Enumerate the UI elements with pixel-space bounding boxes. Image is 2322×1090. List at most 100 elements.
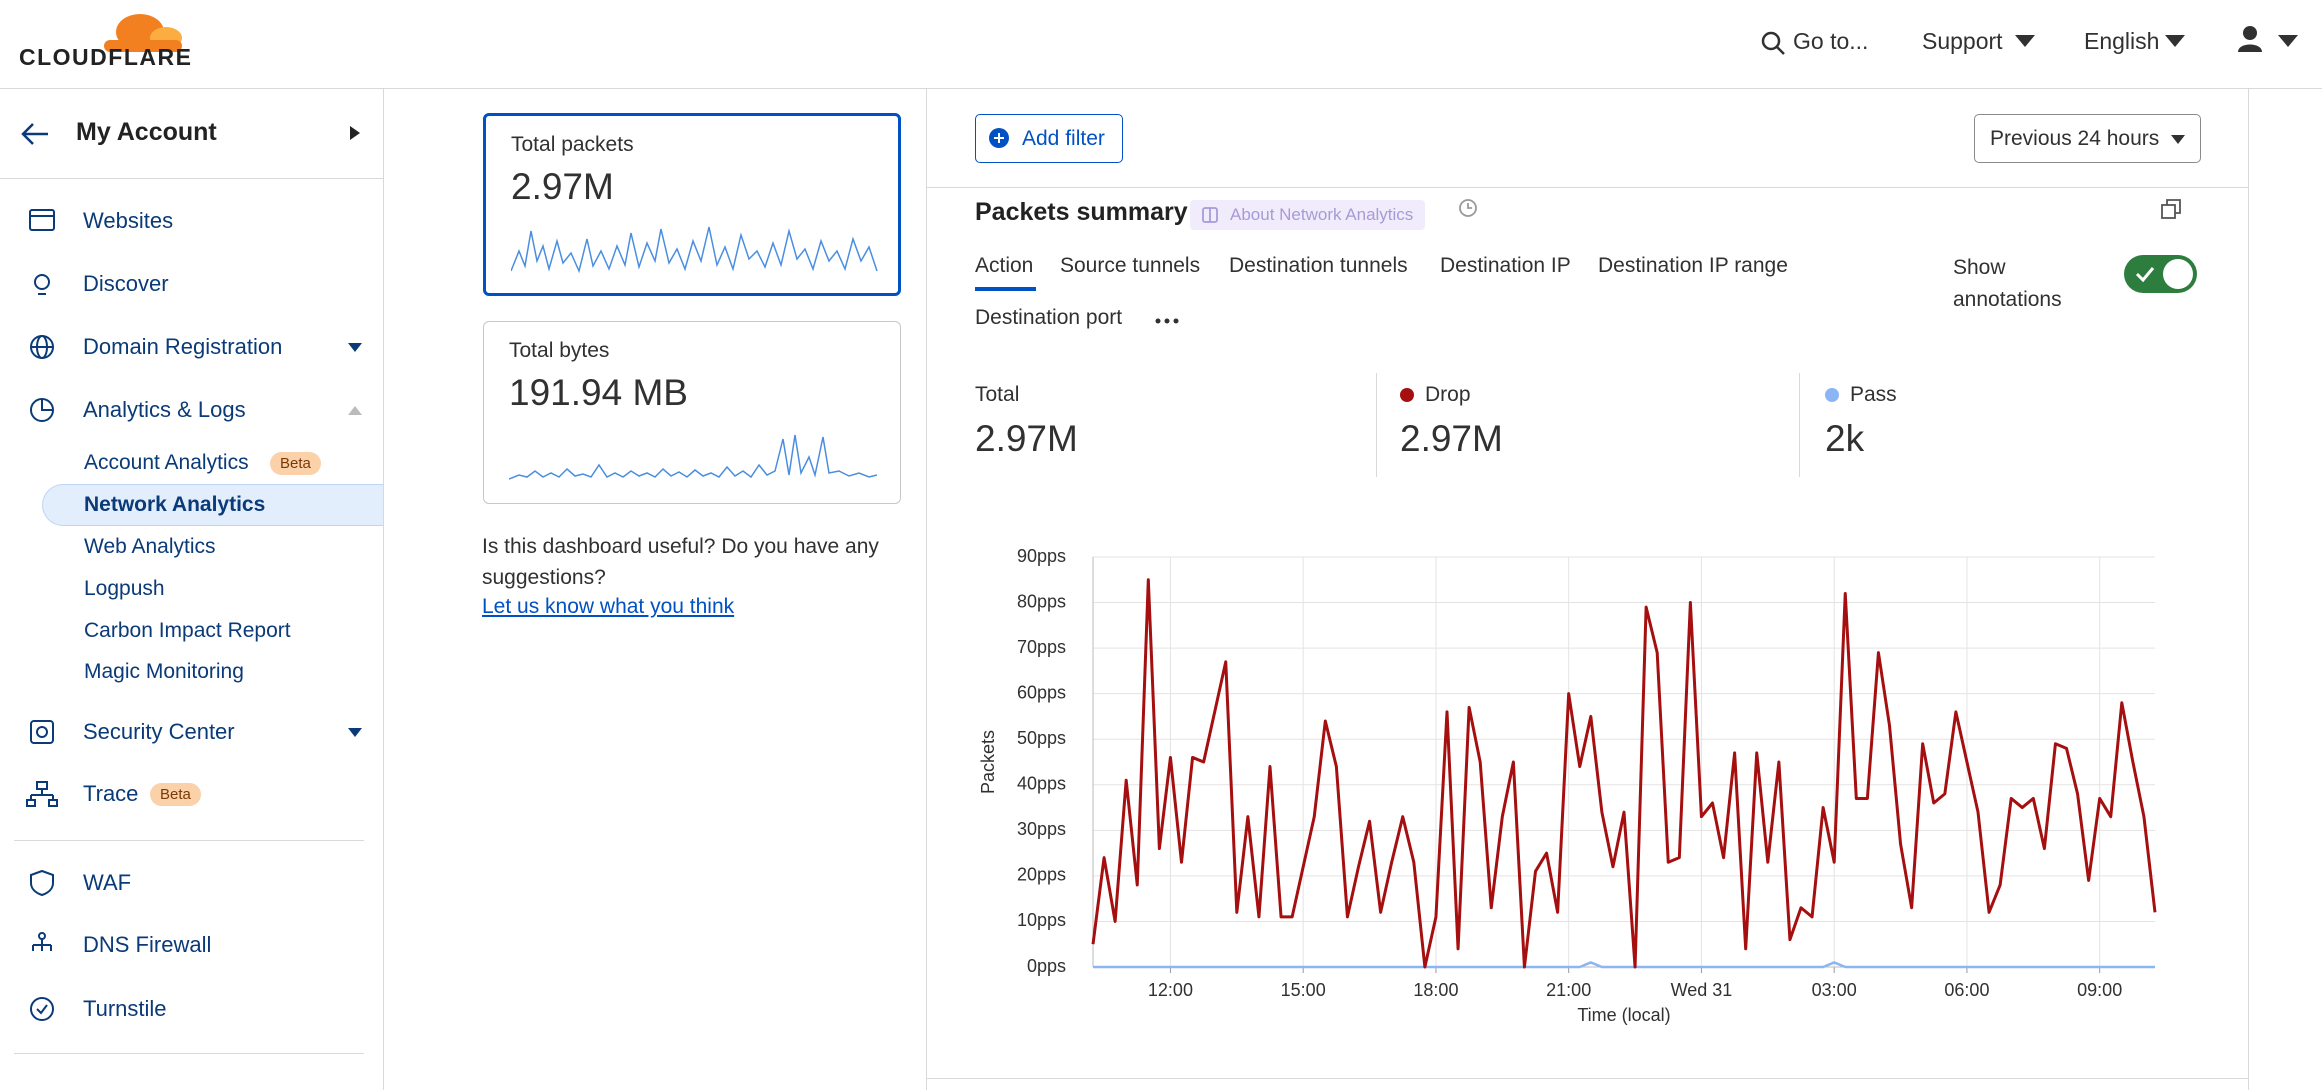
nav-subitem[interactable]: Carbon Impact Report (84, 619, 291, 642)
tab[interactable]: Destination IP range (1598, 254, 1788, 277)
caret (2015, 35, 2035, 47)
nav-item[interactable]: DNS Firewall (83, 932, 212, 957)
logo-text: CLOUDFLARE (19, 44, 193, 70)
panel-border (926, 89, 927, 1090)
x-tick-label: Wed 31 (1671, 980, 1733, 1000)
show-annotations-label: Show annotations (1953, 256, 2062, 311)
nav-item[interactable]: Turnstile (83, 996, 167, 1021)
legend-dot (1400, 388, 1414, 402)
language-menu[interactable]: English (2084, 28, 2160, 54)
card-title: Total packets (511, 133, 634, 156)
y-tick-label: 80pps (1017, 591, 1066, 611)
caret (2165, 35, 2185, 47)
nav-subitem[interactable]: Web Analytics (84, 535, 216, 558)
expand-icon[interactable] (2160, 198, 2182, 220)
stat-value: 2.97M (1400, 418, 1503, 459)
tab-underline (975, 287, 1036, 291)
caret (2171, 135, 2185, 144)
summary-title: Packets summary (975, 198, 1188, 226)
time-range-label: Previous 24 hours (1990, 127, 2160, 150)
support-menu[interactable]: Support (1922, 28, 2003, 54)
badge: Beta (150, 783, 201, 806)
toolbar-border (926, 187, 2248, 188)
icon (30, 869, 54, 897)
tab[interactable]: Destination IP (1440, 254, 1571, 277)
more-icon[interactable] (1154, 316, 1180, 326)
y-tick-label: 70pps (1017, 637, 1066, 657)
nav-item[interactable]: Discover (83, 271, 169, 296)
tab[interactable]: Destination tunnels (1229, 254, 1408, 277)
annotations-toggle[interactable] (2124, 255, 2197, 293)
sparkline (511, 226, 878, 274)
series-line (1091, 578, 2157, 969)
nav-item[interactable]: Domain Registration (83, 334, 283, 359)
back-arrow[interactable] (20, 122, 50, 146)
y-tick-label: 10pps (1017, 910, 1066, 930)
goto[interactable]: Go to... (1793, 28, 1869, 54)
time-range-select[interactable]: Previous 24 hours (1974, 114, 2201, 163)
y-tick-label: 40pps (1017, 774, 1066, 794)
header-border (0, 88, 2322, 89)
card-total-packets[interactable]: Total packets 2.97M (483, 113, 901, 296)
panel-bottom-border (926, 1078, 2248, 1079)
account-name[interactable]: My Account (76, 118, 217, 146)
stat-divider (1799, 373, 1800, 477)
stat-label: Pass (1850, 383, 1897, 406)
stat-label: Drop (1425, 383, 1471, 406)
search-icon (1761, 31, 1785, 55)
nav-item[interactable]: Analytics & Logs (83, 397, 246, 422)
icon (29, 209, 55, 231)
feedback-link[interactable]: Let us know what you think (482, 595, 735, 618)
nav-item[interactable]: Websites (83, 208, 174, 233)
tab-active[interactable]: Action (975, 254, 1034, 277)
series-line (1093, 961, 2155, 969)
y-tick-label: 30pps (1017, 819, 1066, 839)
nav-subitem[interactable]: Logpush (84, 577, 165, 600)
history-icon[interactable] (1458, 198, 1478, 218)
icon (34, 274, 50, 295)
x-tick-label: 09:00 (2077, 980, 2122, 1000)
nav-subitem-active[interactable]: Network Analytics (84, 493, 266, 516)
x-tick-label: 21:00 (1546, 980, 1591, 1000)
y-axis-label: Packets (978, 730, 998, 794)
stat-value: 2.97M (975, 418, 1078, 459)
nav-subitem[interactable]: Account Analytics (84, 451, 249, 474)
x-tick-label: 12:00 (1148, 980, 1193, 1000)
card-value: 191.94 MB (509, 372, 688, 413)
x-axis-label: Time (local) (1577, 1005, 1670, 1025)
nav-item[interactable]: Trace (83, 781, 139, 806)
tab[interactable]: Destination port (975, 306, 1123, 329)
caret (350, 126, 360, 140)
add-filter-button[interactable]: Add filter (975, 114, 1123, 163)
y-tick-label: 0pps (1027, 956, 1066, 976)
card-total-bytes[interactable]: Total bytes 191.94 MB (483, 321, 901, 504)
y-tick-label: 90pps (1017, 546, 1066, 566)
nav-item[interactable]: Security Center (83, 719, 235, 744)
sparkline (509, 434, 878, 480)
book-icon (1202, 207, 1218, 223)
panel-border (2248, 89, 2249, 1090)
add-filter-label: Add filter (1022, 127, 1105, 150)
divider (14, 1053, 364, 1054)
legend-dot (1825, 388, 1839, 402)
y-tick-label: 50pps (1017, 728, 1066, 748)
icon (26, 781, 58, 807)
badge: Beta (270, 452, 321, 475)
sidebar-border (383, 89, 384, 1090)
x-tick-label: 06:00 (1944, 980, 1989, 1000)
divider (14, 840, 364, 841)
icon (30, 335, 54, 359)
y-tick-label: 60pps (1017, 682, 1066, 702)
tab[interactable]: Source tunnels (1060, 254, 1201, 277)
stat-value: 2k (1825, 418, 1865, 459)
icon (32, 932, 52, 951)
x-tick-label: 15:00 (1281, 980, 1326, 1000)
about-link[interactable]: About Network Analytics (1190, 200, 1426, 230)
active-bg (42, 484, 383, 526)
user-menu[interactable] (2236, 24, 2300, 56)
nav-subitem[interactable]: Magic Monitoring (84, 660, 244, 683)
icon (30, 720, 54, 744)
caret (348, 343, 362, 352)
nav-item[interactable]: WAF (83, 870, 132, 895)
